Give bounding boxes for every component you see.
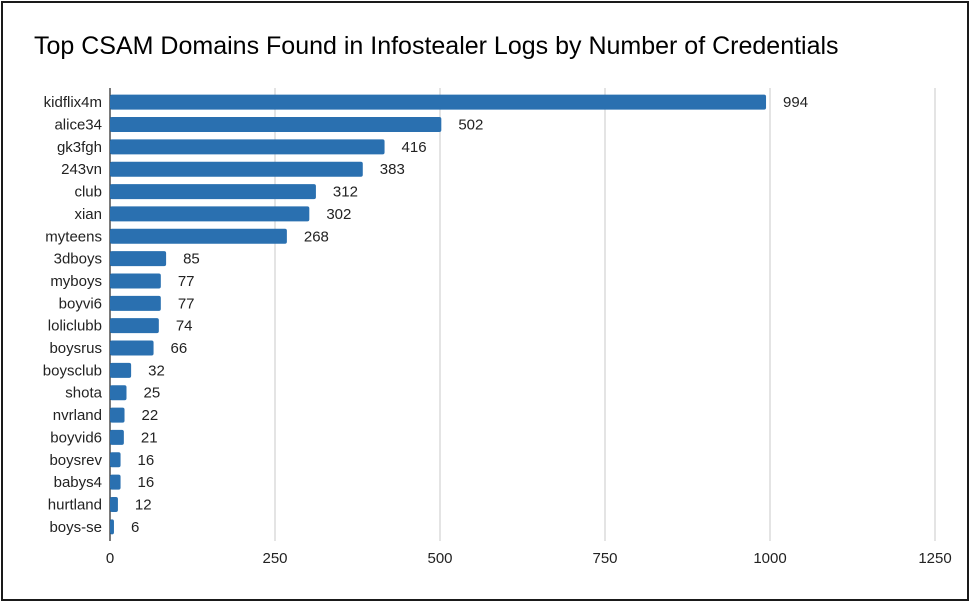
- data-label: 66: [171, 340, 188, 357]
- x-tick-label: 1250: [918, 550, 951, 567]
- x-tick-label: 750: [592, 550, 617, 567]
- category-label: 243vn: [61, 161, 102, 178]
- data-label: 302: [326, 206, 351, 223]
- bar: [110, 184, 316, 200]
- category-label: boyvi6: [59, 295, 102, 312]
- category-label: gk3fgh: [57, 139, 102, 156]
- data-label: 994: [783, 94, 808, 111]
- category-label: club: [74, 184, 102, 201]
- data-label: 77: [178, 273, 195, 290]
- bar: [110, 117, 442, 133]
- data-label: 312: [333, 184, 358, 201]
- bar: [110, 496, 118, 512]
- category-label: boysrus: [49, 340, 102, 357]
- bar: [110, 295, 161, 311]
- category-label: nvrland: [53, 407, 102, 424]
- bar: [110, 139, 385, 155]
- category-label: kidflix4m: [44, 94, 102, 111]
- bar: [110, 251, 167, 267]
- bar: [110, 161, 363, 177]
- x-tick-label: 500: [427, 550, 452, 567]
- bar: [110, 273, 161, 289]
- chart-title: Top CSAM Domains Found in Infostealer Lo…: [34, 32, 839, 60]
- data-label: 268: [304, 228, 329, 245]
- category-label: shota: [65, 385, 102, 402]
- data-label: 25: [144, 385, 161, 402]
- data-label: 383: [380, 161, 405, 178]
- bar: [110, 228, 287, 244]
- x-tick-label: 250: [262, 550, 287, 567]
- data-label: 16: [138, 452, 155, 469]
- bar: [110, 362, 132, 378]
- category-label: boyvid6: [50, 429, 102, 446]
- bar: [110, 519, 114, 535]
- data-label: 77: [178, 295, 195, 312]
- bar: [110, 429, 124, 445]
- category-label: 3dboys: [54, 251, 102, 268]
- bar: [110, 206, 310, 222]
- data-label: 416: [402, 139, 427, 156]
- category-label: boysclub: [43, 362, 102, 379]
- bar: [110, 385, 127, 401]
- category-label: alice34: [54, 117, 102, 134]
- category-label: hurtland: [48, 496, 102, 513]
- category-label: loliclubb: [48, 318, 102, 335]
- data-label: 21: [141, 429, 158, 446]
- x-tick-label: 0: [106, 550, 114, 567]
- x-tick-label: 1000: [753, 550, 786, 567]
- category-label: boys-se: [49, 519, 102, 536]
- bar: [110, 318, 159, 334]
- category-label: boysrev: [49, 452, 102, 469]
- data-label: 85: [183, 251, 200, 268]
- data-label: 32: [148, 362, 165, 379]
- data-label: 12: [135, 496, 152, 513]
- data-label: 74: [176, 318, 193, 335]
- category-label: babys4: [54, 474, 102, 491]
- bar: [110, 452, 121, 468]
- category-label: myteens: [45, 228, 102, 245]
- bar: [110, 474, 121, 490]
- bar: [110, 94, 767, 110]
- data-label: 16: [138, 474, 155, 491]
- category-label: myboys: [50, 273, 102, 290]
- data-label: 22: [142, 407, 159, 424]
- data-label: 6: [131, 519, 139, 536]
- data-label: 502: [458, 117, 483, 134]
- category-label: xian: [74, 206, 102, 223]
- bar: [110, 407, 125, 423]
- bar: [110, 340, 154, 356]
